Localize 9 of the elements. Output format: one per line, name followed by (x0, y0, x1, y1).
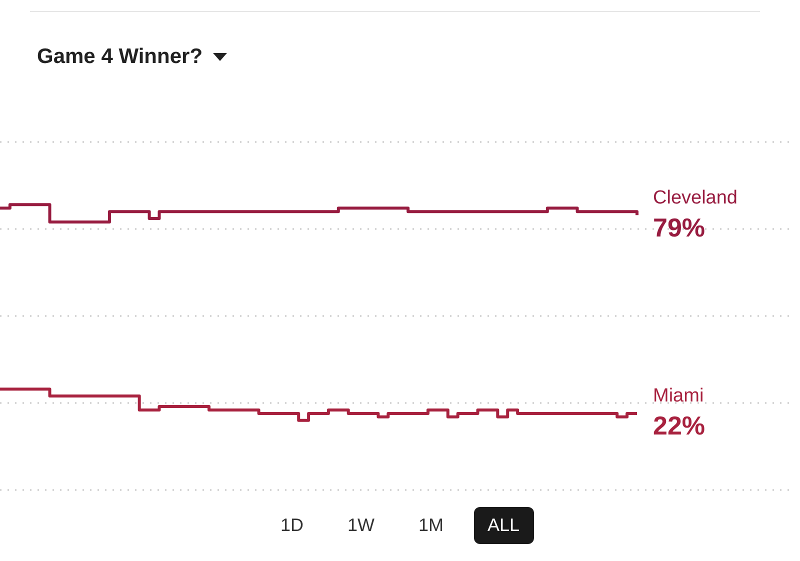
text: 1M (417, 514, 444, 537)
text: 1W (346, 514, 376, 537)
text: ALL (474, 507, 534, 544)
data-label: 22% (653, 410, 706, 441)
text: 1D (279, 514, 304, 537)
series-label: Miami (653, 386, 704, 407)
series-label: Cleveland (653, 187, 738, 208)
data-label: 79% (653, 212, 706, 242)
chart-title: Game 4 Winner? (37, 45, 203, 69)
